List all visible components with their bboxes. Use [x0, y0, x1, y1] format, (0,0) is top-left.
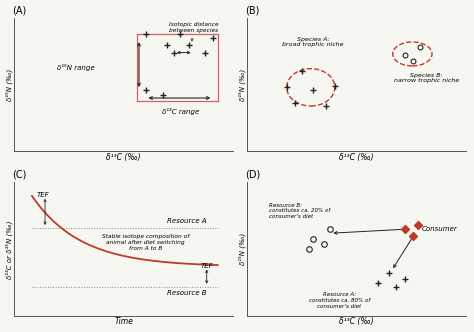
X-axis label: δ¹³C (‰): δ¹³C (‰): [106, 153, 141, 162]
Text: Resource A: Resource A: [167, 218, 207, 224]
X-axis label: Time: Time: [114, 317, 133, 326]
Text: (B): (B): [245, 5, 260, 15]
X-axis label: δ¹³C (‰): δ¹³C (‰): [339, 153, 374, 162]
Text: Resource B:
constitutes ca. 20% of
consumer’s diet: Resource B: constitutes ca. 20% of consu…: [269, 203, 330, 219]
Y-axis label: δ¹⁵N (‰): δ¹⁵N (‰): [6, 68, 13, 101]
Text: Stable isotope composition of
animal after diet switching
from A to B: Stable isotope composition of animal aft…: [102, 234, 189, 251]
Text: (D): (D): [245, 170, 260, 180]
Y-axis label: δ¹⁵N (‰): δ¹⁵N (‰): [238, 233, 246, 265]
Text: (A): (A): [12, 5, 27, 15]
Text: Resource B: Resource B: [167, 290, 207, 296]
Text: (C): (C): [12, 170, 27, 180]
Text: δ¹⁵N range: δ¹⁵N range: [57, 64, 94, 71]
Text: Isotopic distance
between species: Isotopic distance between species: [169, 22, 219, 41]
Text: Resource A:
constitutes ca. 80% of
consumer’s diet: Resource A: constitutes ca. 80% of consu…: [309, 292, 370, 309]
Text: TEF: TEF: [201, 263, 213, 269]
Text: Consumer: Consumer: [422, 226, 458, 232]
Text: TEF: TEF: [36, 192, 49, 198]
Text: δ¹³C range: δ¹³C range: [162, 108, 199, 115]
Text: Species B:
narrow trophic niche: Species B: narrow trophic niche: [394, 73, 459, 83]
Text: Species A:
broad trophic niche: Species A: broad trophic niche: [282, 37, 344, 47]
Y-axis label: δ¹⁵N (‰): δ¹⁵N (‰): [238, 68, 246, 101]
Y-axis label: δ¹³C or δ¹⁵N (‰): δ¹³C or δ¹⁵N (‰): [6, 220, 13, 279]
X-axis label: δ¹³C (‰): δ¹³C (‰): [339, 317, 374, 326]
